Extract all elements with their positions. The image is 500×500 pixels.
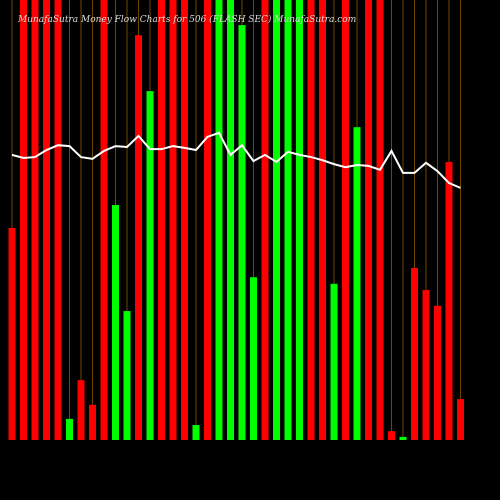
bar — [215, 0, 223, 440]
chart-title: MunafaSutra Money Flow Charts for 506 (F… — [17, 14, 356, 25]
bar — [54, 0, 62, 440]
bar — [31, 0, 39, 440]
bar — [181, 0, 188, 440]
bar — [457, 399, 464, 440]
bar — [43, 0, 50, 440]
bar — [135, 35, 142, 440]
bar — [434, 305, 441, 440]
bar — [296, 0, 303, 440]
bar — [319, 0, 326, 440]
bar — [307, 0, 315, 440]
bar — [388, 431, 395, 440]
bar — [445, 161, 453, 441]
bar — [100, 0, 108, 440]
bar — [169, 0, 177, 440]
bar — [158, 0, 165, 440]
bar — [261, 0, 269, 440]
bar — [77, 380, 85, 440]
bar — [330, 283, 338, 440]
bars — [8, 0, 464, 441]
bar — [8, 227, 16, 440]
bar — [112, 205, 119, 440]
bar — [422, 289, 430, 440]
bar — [20, 0, 27, 440]
bar — [66, 418, 73, 440]
bar — [376, 0, 384, 440]
line — [11, 131, 461, 189]
bar — [273, 0, 280, 440]
bar — [146, 91, 154, 440]
bar — [365, 0, 372, 440]
bar — [411, 267, 418, 440]
bar — [204, 0, 211, 440]
bar — [342, 0, 349, 440]
bar — [227, 0, 234, 440]
bar — [89, 404, 96, 440]
bar — [353, 127, 361, 440]
bar — [399, 436, 407, 440]
bar — [250, 277, 257, 440]
bar — [238, 25, 246, 441]
bar — [192, 425, 200, 440]
bar — [123, 311, 131, 440]
bar — [284, 0, 292, 440]
